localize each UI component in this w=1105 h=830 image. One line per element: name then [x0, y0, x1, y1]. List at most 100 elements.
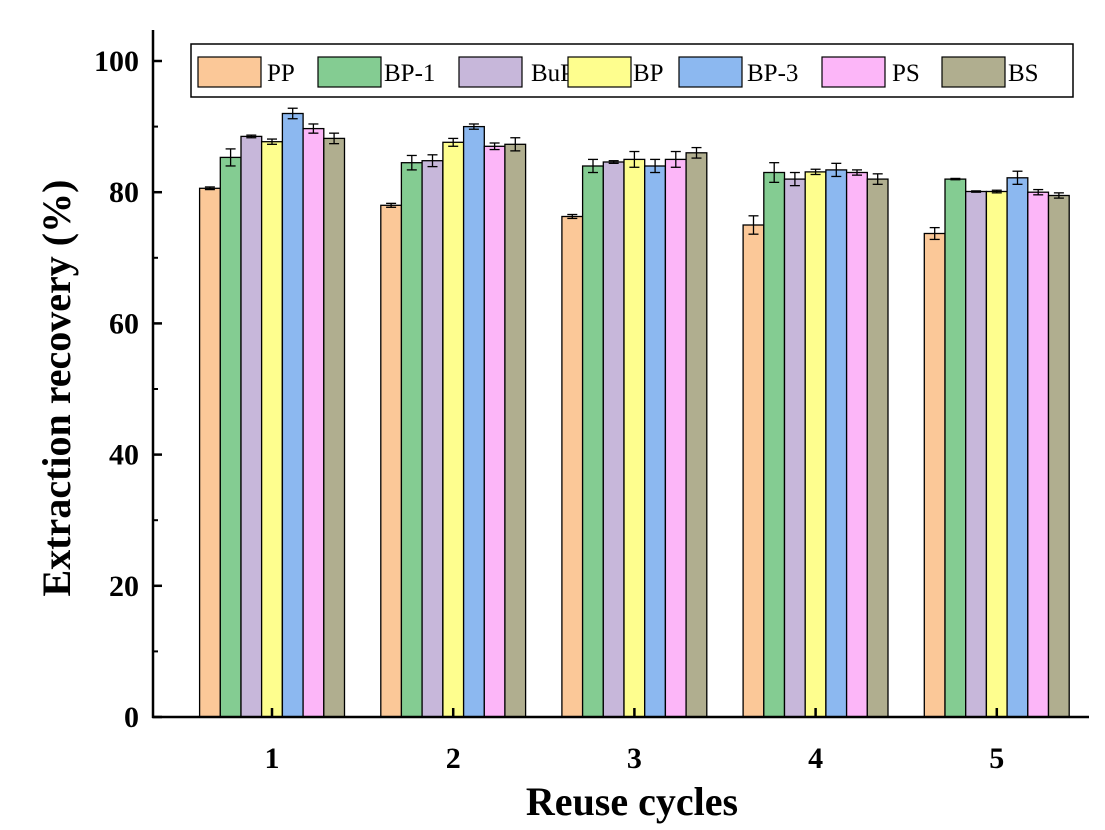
error-bar-BP-cycle-2	[448, 137, 459, 147]
error-bar-BP-1-cycle-4	[769, 162, 780, 184]
x-tick-label-5: 5	[989, 742, 1004, 775]
bar-BP-3-cycle-1	[281, 112, 304, 718]
bar-PP-cycle-5	[923, 232, 946, 718]
legend-swatch-BP-1	[317, 56, 382, 88]
y-tick-label-20: 20	[109, 570, 139, 603]
legend: PP BP-1 BuP BP BP-3 PS BS	[190, 43, 1074, 98]
legend-label-PP: PP	[267, 60, 295, 87]
bar-BuP-cycle-5	[965, 190, 988, 718]
error-bar-BP-1-cycle-3	[588, 158, 598, 174]
bars-layer	[198, 107, 1070, 718]
error-bar-BP-cycle-4	[810, 168, 821, 176]
x-axis-title: Reuse cycles	[526, 779, 738, 824]
bar-BP-3-cycle-5	[1006, 177, 1029, 718]
legend-label-BP-3: BP-3	[747, 60, 798, 87]
legend-swatch-PS	[821, 56, 886, 88]
error-bar-PS-cycle-1	[308, 123, 319, 134]
bar-BS-cycle-5	[1047, 194, 1070, 718]
error-bar-BS-cycle-4	[872, 173, 883, 185]
y-tick-label-80: 80	[109, 176, 139, 209]
error-bar-BP-1-cycle-5	[950, 177, 961, 181]
y-tick-label-40: 40	[109, 439, 139, 472]
bar-BP-1-cycle-1	[219, 156, 242, 718]
error-bar-PS-cycle-4	[852, 169, 862, 176]
bar-BS-cycle-1	[323, 137, 346, 718]
bar-PP-cycle-3	[561, 215, 584, 718]
x-tick-label-3: 3	[627, 742, 642, 775]
x-tick-label-2: 2	[446, 742, 461, 775]
error-bar-BuP-cycle-1	[246, 134, 257, 139]
error-bar-PP-cycle-5	[929, 226, 940, 241]
bar-BP-1-cycle-5	[944, 178, 967, 718]
x-tick-label-4: 4	[808, 742, 823, 775]
legend-swatch-BP	[567, 56, 632, 88]
bar-PP-cycle-4	[742, 224, 765, 718]
bar-PP-cycle-2	[380, 204, 403, 718]
error-bar-BS-cycle-1	[329, 132, 340, 145]
bar-BuP-cycle-2	[421, 160, 444, 718]
y-tick-label-60: 60	[109, 307, 139, 340]
error-bar-BP-1-cycle-1	[225, 148, 236, 167]
legend-label-BS: BS	[1008, 60, 1039, 87]
legend-swatch-BuP	[458, 56, 523, 88]
bar-BuP-cycle-1	[240, 135, 263, 718]
error-bar-PP-cycle-2	[386, 202, 397, 208]
bar-BP-1-cycle-4	[763, 171, 786, 718]
error-bar-BuP-cycle-4	[789, 171, 800, 187]
error-bar-BP-cycle-5	[991, 189, 1002, 194]
bar-BP-1-cycle-3	[581, 165, 604, 718]
y-tick-label-100: 100	[94, 45, 139, 78]
error-bar-BS-cycle-2	[510, 137, 521, 152]
error-bar-PP-cycle-3	[567, 213, 578, 220]
bar-BP-cycle-3	[623, 158, 646, 718]
error-bar-PP-cycle-1	[204, 186, 215, 191]
legend-label-BP-1: BP-1	[384, 60, 435, 87]
bar-BP-cycle-1	[260, 141, 283, 718]
bar-BS-cycle-4	[866, 178, 889, 718]
bar-BS-cycle-3	[685, 152, 708, 718]
error-bar-BuP-cycle-5	[971, 190, 982, 193]
error-bar-BP-3-cycle-2	[468, 123, 479, 130]
bar-BP-cycle-4	[804, 171, 827, 718]
error-bar-PP-cycle-4	[748, 215, 759, 235]
error-bar-BP-cycle-3	[629, 150, 640, 168]
error-bar-PS-cycle-3	[670, 150, 681, 168]
bar-PS-cycle-4	[845, 171, 868, 718]
bar-BS-cycle-2	[504, 143, 527, 718]
error-bar-BP-3-cycle-3	[650, 158, 661, 174]
legend-label-PS: PS	[892, 60, 920, 87]
legend-swatch-BS	[941, 56, 1006, 88]
bar-PS-cycle-2	[483, 145, 506, 718]
error-bar-BP-cycle-1	[267, 138, 277, 145]
bar-BP-3-cycle-2	[462, 125, 485, 718]
legend-label-BuP: BuP	[531, 60, 574, 87]
error-bar-BuP-cycle-3	[608, 160, 619, 164]
error-bar-BS-cycle-5	[1053, 192, 1064, 199]
bar-BP-3-cycle-3	[644, 165, 667, 718]
error-bar-BP-3-cycle-5	[1012, 170, 1023, 185]
bar-BP-cycle-5	[985, 190, 1008, 718]
bar-PP-cycle-1	[198, 187, 221, 718]
bar-PS-cycle-5	[1027, 191, 1050, 718]
error-bar-BP-1-cycle-2	[406, 154, 417, 171]
error-bar-BP-3-cycle-4	[831, 162, 842, 178]
y-axis-title: Extraction recovery (%)	[34, 180, 79, 597]
legend-swatch-BP-3	[678, 56, 743, 88]
bar-BuP-cycle-4	[783, 178, 806, 718]
bar-BuP-cycle-3	[602, 161, 625, 718]
bar-PS-cycle-1	[302, 127, 325, 718]
error-bar-PS-cycle-5	[1033, 188, 1044, 196]
bar-BP-1-cycle-2	[400, 162, 423, 718]
y-tick-label-0: 0	[124, 701, 139, 734]
error-bar-PS-cycle-2	[489, 142, 500, 151]
error-bar-BuP-cycle-2	[427, 154, 438, 168]
x-tick-label-1: 1	[265, 742, 280, 775]
error-bar-BP-3-cycle-1	[287, 107, 298, 120]
error-bar-BS-cycle-3	[691, 146, 702, 159]
axes-layer: 0 20 40 60 80 100 1 2 3 4 5	[94, 30, 1089, 775]
bar-BP-3-cycle-4	[825, 169, 848, 718]
legend-swatch-PP	[197, 56, 262, 88]
legend-label-BP: BP	[633, 60, 664, 87]
bar-BP-cycle-2	[442, 141, 465, 718]
